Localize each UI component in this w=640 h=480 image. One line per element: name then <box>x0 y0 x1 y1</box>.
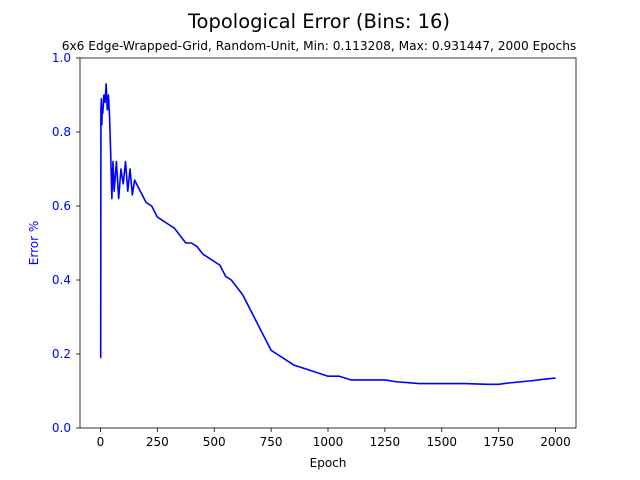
x-tick-label: 750 <box>260 435 283 449</box>
x-tick-label: 0 <box>97 435 105 449</box>
y-tick-label: 1.0 <box>52 51 71 65</box>
x-tick-label: 1250 <box>370 435 401 449</box>
y-tick-label: 0.0 <box>52 421 71 435</box>
x-tick-label: 250 <box>146 435 169 449</box>
error-series-line <box>99 83 556 386</box>
x-tick-label: 1750 <box>483 435 514 449</box>
chart-title: Topological Error (Bins: 16) <box>187 10 450 33</box>
x-axis: 0 250 500 750 1000 1250 1500 1750 2000 <box>97 428 571 449</box>
x-tick-label: 500 <box>203 435 226 449</box>
chart-subtitle: 6x6 Edge-Wrapped-Grid, Random-Unit, Min:… <box>62 39 577 53</box>
x-tick-label: 2000 <box>540 435 571 449</box>
x-tick-label: 1000 <box>313 435 344 449</box>
x-tick-label: 1500 <box>426 435 457 449</box>
y-tick-label: 0.8 <box>52 125 71 139</box>
x-axis-label: Epoch <box>310 456 347 470</box>
y-axis: 0.0 0.2 0.4 0.6 0.8 1.0 <box>52 51 80 435</box>
y-tick-label: 0.4 <box>52 273 71 287</box>
y-tick-label: 0.2 <box>52 347 71 361</box>
y-tick-label: 0.6 <box>52 199 71 213</box>
y-axis-label: Error % <box>27 221 41 265</box>
